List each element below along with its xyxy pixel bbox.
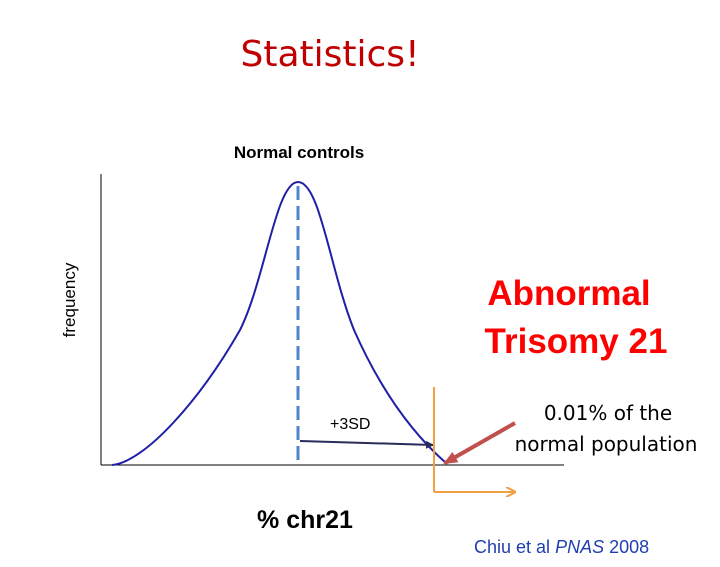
slide-title: Statistics!	[240, 34, 420, 75]
bell-curve	[111, 180, 447, 466]
citation-journal: PNAS	[555, 537, 605, 557]
abnormal-label-line1: Abnormal	[487, 274, 650, 313]
callout-arrow-icon	[443, 421, 516, 465]
sd-arrow-icon	[299, 440, 434, 449]
percent-label-line1: 0.01% of the	[544, 401, 672, 425]
curve-label: Normal controls	[234, 143, 364, 162]
cutoff-bracket-icon	[433, 387, 515, 492]
x-axis-label: % chr21	[257, 506, 353, 534]
citation-authors: Chiu et al	[474, 537, 551, 557]
citation-year: 2008	[609, 537, 650, 557]
sd-label: +3SD	[330, 416, 370, 433]
y-axis-label: frequency	[60, 262, 79, 337]
abnormal-label-line2: Trisomy 21	[485, 322, 668, 361]
citation: Chiu et al PNAS 2008	[474, 536, 649, 558]
percent-label-line2: normal population	[515, 432, 698, 456]
